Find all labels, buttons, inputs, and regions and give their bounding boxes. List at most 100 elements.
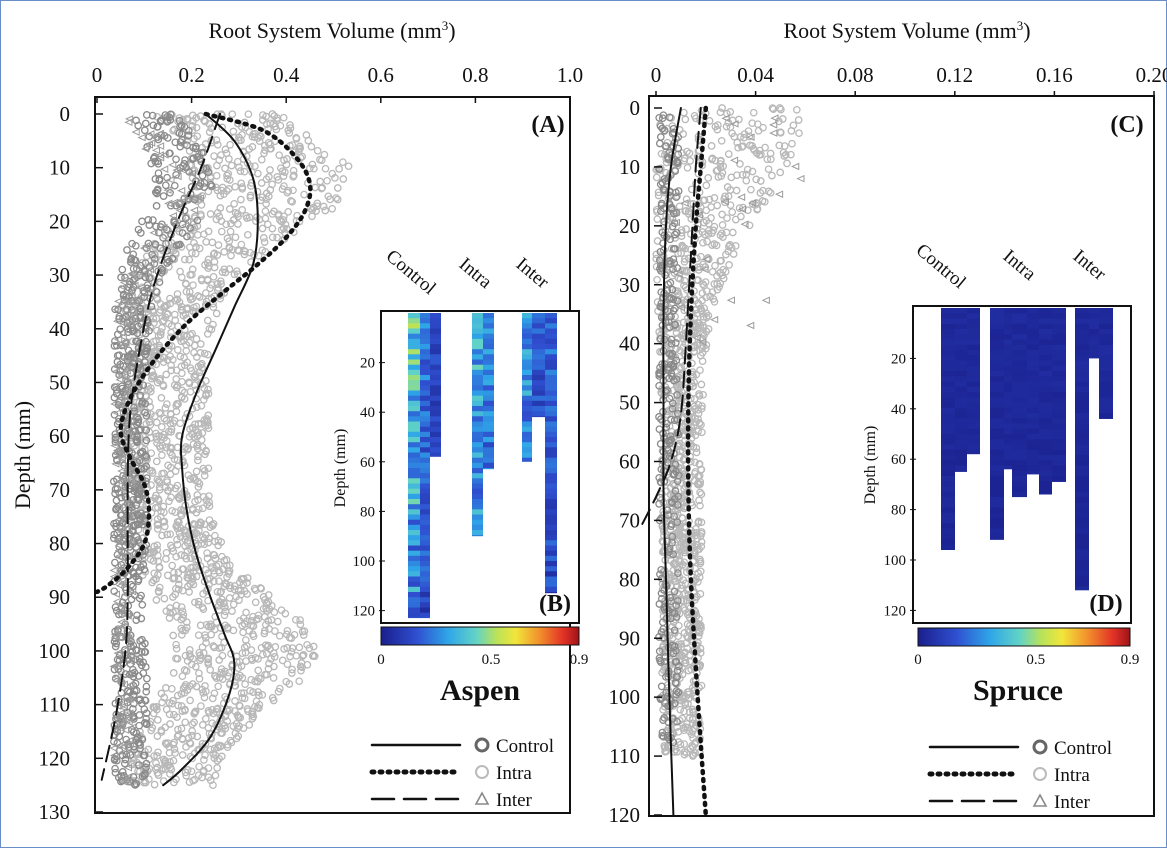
panel-d-strip-cell [1052,407,1066,414]
panel-b-strip-cell [420,344,430,350]
panel-a-scatter-point [180,255,189,264]
panel-a-scatter-point [282,160,291,169]
panel-a-scatter-point [257,155,266,164]
panel-a-scatter-point [205,262,213,270]
panel-d-strip-cell [1039,418,1052,425]
panel-a-scatter-point [141,119,150,128]
panel-a-scatter-point [160,353,169,362]
panel-a-scatter-point [217,643,226,652]
panel-b-strip-cell [408,400,420,407]
panel-d-strip-cell [1052,376,1066,383]
panel-d-strip-cell [1089,339,1099,346]
panel-a-scatter-point [189,474,197,483]
panel-a-y-tick-label: 120 [39,746,71,770]
panel-b-strip-cell [472,354,483,360]
panel-a-scatter-point [142,426,151,435]
panel-b-strip-cell [420,452,430,459]
panel-d-strip-cell [1075,581,1089,587]
panel-b-strip-cell [545,524,557,531]
panel-a-scatter-point [282,677,291,686]
panel-d-strip-cell [1052,381,1066,388]
panel-a-scatter-point [112,606,121,615]
panel-d-strip-cell [967,428,980,435]
panel-a-scatter-point [220,556,229,565]
panel-b-strip-cell [483,406,494,412]
panel-d-strip-cell [990,308,1004,314]
panel-a-scatter-point [273,114,282,122]
panel-c-scatter-point [796,174,805,183]
panel-a-scatter-point [298,152,307,161]
panel-d-strip-cell [967,423,980,430]
panel-b-strip-cell [483,442,494,448]
panel-b-strip-cell [522,400,532,407]
panel-b-strip-cell [472,344,483,350]
panel-d-strip-cell [1004,449,1012,456]
panel-a-scatter-point [155,583,164,592]
panel-a-scatter-point [157,689,166,698]
panel-d-strip-cell [1075,497,1089,503]
panel-d-strip-cell [1012,423,1027,430]
panel-a-scatter-point [138,217,146,226]
panel-a-aspen: Root System Volume (mm3) Depth (mm) 0 0.2… [10,18,583,824]
panel-a-scatter-point [229,600,238,609]
panel-d-strip-cell [990,486,1004,493]
panel-a-scatter-point [226,581,234,590]
panel-a-scatter-point [242,642,251,650]
panel-d-strip-cell [1004,455,1012,461]
panel-a-scatter-point [133,436,141,444]
panel-d-strip-cell [1099,318,1113,325]
panel-b-strip-cell [472,447,483,453]
panel-a-scatter-point [141,408,149,417]
panel-a-scatter-point [157,728,166,736]
panel-d-strip-cell [967,371,980,377]
panel-b-strip-cell [408,338,420,345]
panel-a-scatter-point [176,142,185,151]
panel-d-strip-cell [1052,434,1066,440]
panel-b-strip-cell [545,468,557,474]
panel-c-scatter-point [737,193,746,201]
panel-a-scatter-point [189,440,198,449]
panel-b-strip-cell [545,437,557,443]
panel-b-strip-cell [408,478,420,484]
panel-c-scatter-point [737,212,745,221]
panel-d-strip-cell [1027,418,1039,425]
panel-d-strip-cell [1052,418,1066,425]
panel-a-scatter-point [170,218,178,227]
panel-a-scatter-point [178,386,187,395]
panel-a-scatter-point [228,110,237,119]
panel-a-scatter-point [138,400,146,408]
panel-b-strip-cell [408,545,420,552]
panel-d-strip-cell [955,439,967,446]
panel-a-scatter-point [173,290,182,298]
panel-c-scatter-point [653,275,661,284]
panel-a-scatter-point [148,371,157,380]
panel-c-scatter-point [707,142,716,150]
panel-a-scatter-point [169,631,178,640]
panel-b-strip-cell [408,612,420,619]
panel-c-scatter-point [725,261,733,269]
panel-a-scatter-point [159,316,168,325]
panel-d-strip-cell [1075,344,1089,351]
panel-a-scatter-point [149,228,158,237]
panel-a-scatter-point [147,384,155,393]
panel-d-strip-cell [1012,360,1027,367]
panel-b-strip-cell [430,349,441,355]
panel-a-scatter-point [235,247,243,255]
panel-a-scatter-point [310,164,318,173]
panel-a-scatter-point [178,377,186,386]
panel-c-scatter-point [704,174,713,182]
panel-a-scatter-point [171,590,180,599]
panel-d-strip-cell [1012,355,1027,362]
panel-a-scatter-point [176,419,185,428]
panel-b-strip-cell [545,354,557,360]
panel-a-scatter-point [127,255,135,264]
panel-d-strip-cell [990,523,1004,530]
panel-d-strip-cell [955,381,967,388]
panel-a-scatter-point [177,724,186,733]
panel-a-scatter-point [195,244,204,253]
panel-a-scatter-point [254,614,263,623]
panel-d-strip-cell [990,329,1004,335]
panel-b-strip-cell [408,550,420,557]
panel-b-strip-cell [408,586,420,593]
panel-d-strip-cell [1052,350,1066,356]
